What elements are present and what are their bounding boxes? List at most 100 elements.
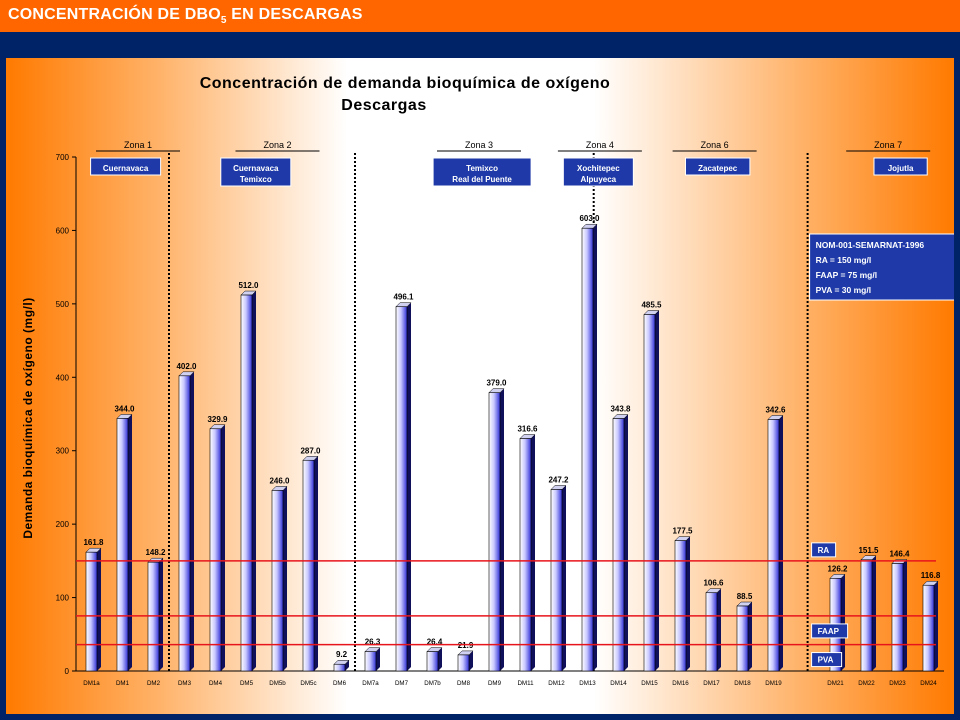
town-name: Alpuyeca [581,175,617,184]
limit-label: PVA [811,652,843,668]
x-tick-label: DM5b [269,680,286,687]
bar-side [376,647,380,671]
town-box-bg [685,157,751,176]
limit-label-bg [811,652,843,668]
bar-value-label: 106.6 [703,579,724,588]
bar-side [686,536,690,671]
zone-label: Zona 3 [465,140,493,150]
slide-title-bar: CONCENTRACIÓN DE DBO5 EN DESCARGAS [0,0,960,32]
bar-side [562,485,566,671]
x-tick-label: DM7 [395,680,409,687]
bar-front [426,651,439,672]
bar-side [841,574,845,671]
bar-value-label: 88.5 [737,592,753,601]
bar-value-label: 247.2 [548,475,569,484]
town-box: Zacatepec [685,157,751,176]
bar-side [283,486,287,671]
bar-side [500,388,504,671]
bar-value-label: 402.0 [176,362,197,371]
bar-side [345,660,349,671]
limit-label-bg [811,623,849,639]
x-tick-label: DM3 [178,680,192,687]
bar [705,588,722,672]
bar-side [469,650,473,671]
norm-box-line: NOM-001-SEMARNAT-1996 [816,240,925,250]
limit-label: RA [811,542,837,558]
bar-front [488,392,501,672]
bar-side [407,302,411,671]
x-tick-label: DM21 [827,680,844,687]
bar-side [159,558,163,671]
bar-front [581,227,594,672]
bar-value-label: 342.6 [765,405,786,414]
norm-box-line: PVA = 30 mg/l [816,285,872,295]
bar-front [891,563,904,672]
limit-label-bg [811,542,837,558]
town-name: Temixco [466,164,498,173]
bar-value-label: 151.5 [858,546,879,555]
norm-box: NOM-001-SEMARNAT-1996 RA = 150 mg/l FAAP =… [809,233,954,301]
x-tick-label: DM5 [240,680,254,687]
bar-value-label: 329.9 [207,415,228,424]
town-box: Temixco Real del Puente [432,157,532,187]
town-name: Zacatepec [698,164,738,173]
bar-front [116,418,129,672]
bar-value-label: 603.0 [579,214,600,223]
x-tick-label: DM13 [579,680,596,687]
bar-value-label: 379.0 [486,379,507,388]
bar [519,434,536,672]
x-tick-label: DM8 [457,680,471,687]
x-tick-label: DM18 [734,680,751,687]
bar-value-label: 26.3 [365,638,381,647]
zone-label: Zona 2 [263,140,291,150]
zone-label: Zona 7 [874,140,902,150]
bar-side [190,371,194,671]
limit-label-text: PVA [818,656,834,665]
town-name: Temixco [240,175,272,184]
town-name: Cuernavaca [233,164,279,173]
bar-side [252,291,256,671]
bar-side [314,456,318,671]
town-name: Jojutla [888,164,914,173]
x-tick-label: DM2 [147,680,161,687]
bar-front [736,605,749,672]
bar-front [643,314,656,672]
bar-front [922,584,935,672]
bar-front [209,428,222,672]
bar-value-label: 246.0 [269,476,290,485]
norm-box-line: FAAP = 75 mg/l [816,270,878,280]
bar-side [438,647,442,671]
bar-side [779,415,783,671]
bar-front [364,651,377,672]
town-box-bg [562,157,634,187]
x-tick-label: DM19 [765,680,782,687]
y-tick-label: 700 [56,153,70,162]
chart-subtitle: Descargas [341,97,426,114]
town-box-bg [90,157,162,176]
bar-side [593,224,597,671]
bar [767,415,784,672]
town-box: Cuernavaca Temixco [220,157,292,187]
bar-value-label: 148.2 [145,548,166,557]
x-tick-label: DM4 [209,680,223,687]
bar-front [519,438,532,672]
y-axis-label: Demanda bioquímica de oxígeno (mg/l) [21,297,35,538]
chart-plot: 0 100 200 300 400 500 600 700 Zona 1 Zona 2 Zona 3… [56,140,954,687]
bar [85,547,102,672]
town-box: Jojutla [873,157,928,176]
norm-box-bg [809,233,954,301]
bar-side [717,588,721,671]
x-tick-label: DM1 [116,680,130,687]
bar-side [655,310,659,671]
bar-side [97,548,101,671]
x-tick-label: DM7a [362,680,379,687]
bar-side [934,581,938,671]
y-tick-label: 500 [56,300,70,309]
bar [364,647,381,672]
bar-side [531,434,535,671]
bar-front [674,540,687,672]
norm-box-line: RA = 150 mg/l [816,255,872,265]
bar-front [178,375,191,672]
y-tick-label: 0 [65,667,70,676]
x-tick-label: DM9 [488,680,502,687]
